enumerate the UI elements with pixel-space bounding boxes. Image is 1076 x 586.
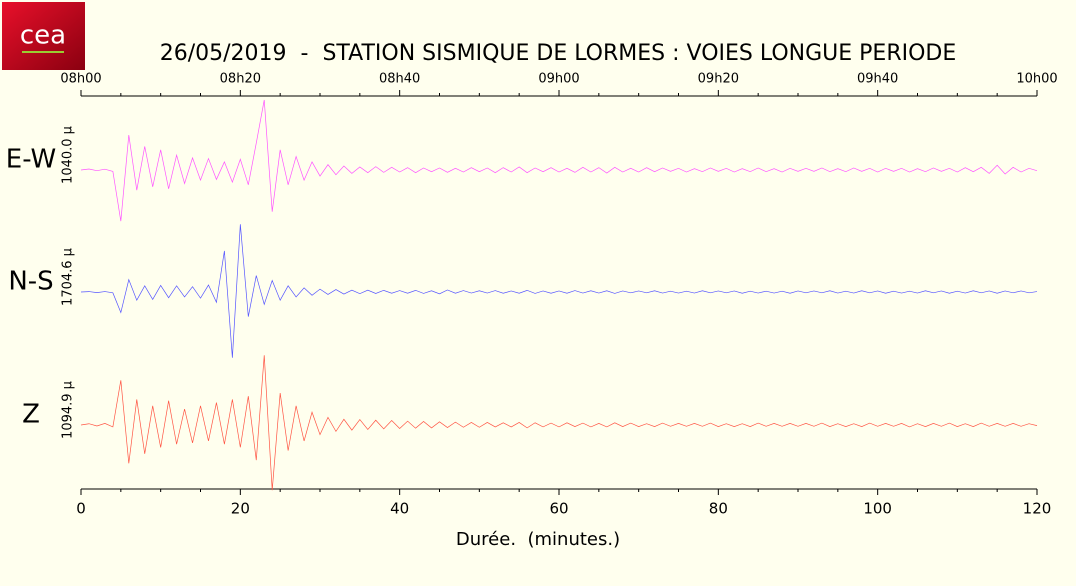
x-tick-label: 60 (549, 500, 568, 518)
channel-name: Z (22, 400, 40, 430)
trace (80, 99, 1038, 222)
channel-name: E-W (6, 145, 56, 175)
channel-name: N-S (8, 267, 53, 297)
chart-title: 26/05/2019 - STATION SISMIQUE DE LORMES … (160, 41, 957, 66)
x2-tick-label: 09h00 (538, 72, 579, 87)
x-axis-label: Durée. (minutes.) (456, 529, 620, 550)
x-tick-label: 100 (863, 500, 892, 518)
trace (80, 224, 1038, 358)
x2-tick-label: 10h00 (1016, 72, 1057, 87)
amplitude-label: 1040.0 µ (61, 126, 76, 184)
x-tick-label: 40 (390, 500, 409, 518)
amplitude-label: 1704.6 µ (61, 248, 76, 306)
x2-tick-label: 09h40 (857, 72, 898, 87)
x2-tick-label: 08h20 (220, 72, 261, 87)
x2-tick-label: 09h20 (698, 72, 739, 87)
x-tick-label: 120 (1023, 500, 1052, 518)
x2-tick-label: 08h40 (379, 72, 420, 87)
amplitude-label: 1094.9 µ (61, 381, 76, 439)
trace (80, 355, 1038, 491)
logo (2, 2, 85, 70)
x-tick-label: 0 (76, 500, 86, 518)
x-tick-label: 80 (709, 500, 728, 518)
logo-text: cea (20, 21, 66, 51)
x2-tick-label: 08h00 (60, 72, 101, 87)
x-tick-label: 20 (231, 500, 250, 518)
